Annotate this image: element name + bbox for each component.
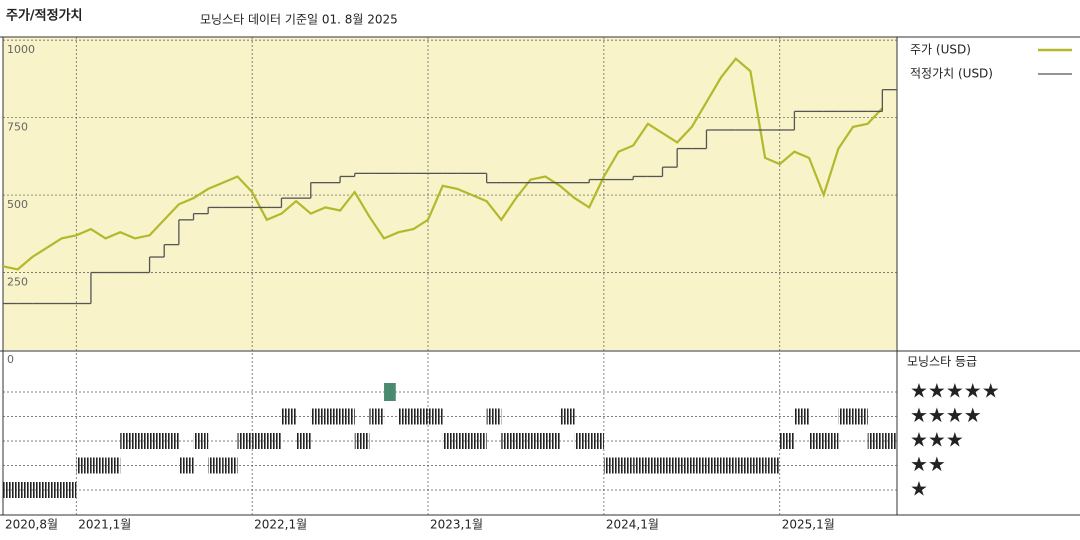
rating-bar: [325, 408, 341, 425]
rating-level-label: ★★★★★: [910, 379, 1000, 403]
rating-bar: [823, 433, 839, 449]
rating-bar: [779, 433, 795, 449]
rating-bar: [252, 433, 267, 449]
x-tick-label: 2024,1월: [606, 518, 659, 532]
rating-bar: [735, 457, 751, 474]
rating-bar: [442, 433, 458, 449]
rating-bar: [662, 457, 678, 474]
rating-bar: [574, 433, 590, 449]
legend-label: 주가 (USD): [910, 43, 971, 57]
rating-bar: [90, 457, 106, 474]
rating-bar: [164, 433, 179, 449]
rating-bar: [750, 457, 766, 474]
rating-bar: [61, 482, 77, 498]
rating-bar: [193, 433, 209, 449]
rating-bar: [471, 433, 487, 449]
x-tick-label: 2020,8월: [5, 518, 58, 532]
chart-subtitle: 모닝스타 데이터 기준일 01. 8월 2025: [200, 13, 398, 27]
rating-bar: [501, 433, 516, 449]
rating-bar: [384, 383, 396, 401]
rating-bar: [794, 408, 810, 425]
rating-bar: [208, 457, 223, 474]
rating-bar: [428, 408, 443, 425]
rating-bar: [237, 433, 253, 449]
rating-bar: [677, 457, 692, 474]
rating-level-label: ★★★★: [910, 403, 982, 427]
rating-level-label: ★★: [910, 452, 946, 476]
rating-bar: [618, 457, 634, 474]
rating-bar: [603, 457, 619, 474]
rating-bar: [340, 408, 355, 425]
rating-bar: [149, 433, 165, 449]
rating-bar: [691, 457, 707, 474]
rating-bar: [354, 433, 370, 449]
rating-bar: [545, 433, 560, 449]
rating-bar: [76, 457, 91, 474]
rating-bar: [589, 433, 604, 449]
rating-bar: [867, 433, 883, 449]
rating-bar: [296, 433, 311, 449]
rating-bar: [853, 408, 868, 425]
rating-bar: [369, 408, 385, 425]
x-tick-label: 2021,1월: [78, 518, 131, 532]
rating-bar: [457, 433, 472, 449]
rating-bar: [882, 433, 897, 449]
y-tick-label: 0: [7, 353, 14, 366]
rating-title: 모닝스타 등급: [907, 355, 977, 369]
rating-bar: [178, 457, 194, 474]
rating-bar: [647, 457, 663, 474]
rating-bar: [222, 457, 238, 474]
y-tick-label: 1000: [7, 43, 35, 56]
rating-bar: [398, 408, 414, 425]
rating-level-label: ★★★: [910, 428, 964, 452]
rating-bar: [559, 408, 575, 425]
rating-bar: [3, 482, 18, 498]
rating-bar: [46, 482, 62, 498]
rating-bar: [486, 408, 502, 425]
rating-bar: [706, 457, 722, 474]
rating-level-label: ★: [910, 477, 928, 501]
x-tick-label: 2025,1월: [782, 518, 835, 532]
plot-background: [3, 37, 897, 350]
chart-title: 주가/적정가치: [6, 8, 83, 24]
rating-bar: [809, 433, 824, 449]
rating-bar: [310, 408, 326, 425]
rating-bar: [134, 433, 150, 449]
x-tick-label: 2022,1월: [254, 518, 307, 532]
y-tick-label: 750: [7, 121, 28, 134]
y-tick-label: 500: [7, 198, 28, 211]
price-line: [2, 57, 884, 271]
y-tick-label: 250: [7, 276, 28, 289]
x-tick-label: 2023,1월: [430, 518, 483, 532]
rating-bar: [281, 408, 297, 425]
rating-bar: [765, 457, 780, 474]
rating-bar: [413, 408, 429, 425]
rating-bar: [530, 433, 546, 449]
rating-bar: [17, 482, 33, 498]
rating-bar: [266, 433, 282, 449]
rating-bar: [838, 408, 854, 425]
rating-bar: [120, 433, 135, 449]
rating-bar: [32, 482, 47, 498]
rating-bar: [721, 457, 736, 474]
rating-bar: [633, 457, 648, 474]
legend-label: 적정가치 (USD): [910, 67, 993, 81]
rating-bar: [515, 433, 531, 449]
rating-bar: [105, 457, 121, 474]
